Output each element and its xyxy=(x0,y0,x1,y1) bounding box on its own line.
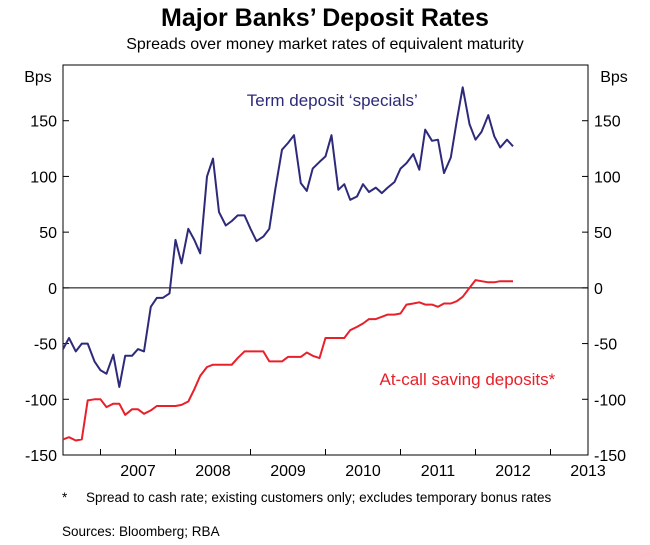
term-deposit-line xyxy=(62,86,514,388)
y-tick-label-right: -150 xyxy=(594,448,626,465)
sources-note: Sources: Bloomberg; RBA xyxy=(62,524,220,539)
x-tick-label: 2012 xyxy=(495,463,531,480)
chart-title: Major Banks’ Deposit Rates xyxy=(161,4,489,32)
series-lines xyxy=(62,86,514,442)
y-unit-label-left: Bps xyxy=(24,69,52,86)
y-tick-label-left: -150 xyxy=(25,448,57,465)
y-tick-label-left: -100 xyxy=(25,392,57,409)
plot-frame xyxy=(62,64,589,456)
y-tick-label-right: -100 xyxy=(594,392,626,409)
y-tick-label-right: 50 xyxy=(594,225,612,242)
y-unit-label-right: Bps xyxy=(600,69,628,86)
x-tick-label: 2011 xyxy=(421,463,456,480)
y-tick-label-right: 100 xyxy=(594,169,621,186)
x-tick-label: 2013 xyxy=(570,463,606,480)
at-call-label: At-call saving deposits* xyxy=(380,370,556,389)
footnote-text: Spread to cash rate; existing customers … xyxy=(86,490,552,505)
at-call-line xyxy=(62,279,513,442)
y-tick-label-left: 50 xyxy=(39,225,57,242)
y-tick-label-left: -50 xyxy=(34,337,57,354)
y-tick-label-left: 100 xyxy=(30,169,57,186)
axes xyxy=(62,64,589,456)
tick-labels: 150 150 100 100 50 50 0 0 -50 -50 -100 -100 -150 -150… xyxy=(24,69,628,480)
x-tick-label: 2008 xyxy=(195,463,231,480)
y-tick-label-left: 0 xyxy=(48,281,57,298)
x-tick-label: 2009 xyxy=(270,463,306,480)
y-tick-label-left: 150 xyxy=(30,114,57,131)
chart-subtitle: Spreads over money market rates of equiv… xyxy=(126,36,524,53)
y-tick-label-right: 150 xyxy=(594,114,621,131)
y-tick-label-right: -50 xyxy=(594,337,617,354)
footnote-mark: * xyxy=(62,490,68,505)
term-deposit-label: Term deposit ‘specials’ xyxy=(247,91,418,110)
series-labels: Term deposit ‘specials’ At-call saving de… xyxy=(247,91,556,389)
x-tick-label: 2010 xyxy=(345,463,381,480)
y-tick-label-right: 0 xyxy=(594,281,603,298)
x-tick-label: 2007 xyxy=(120,463,156,480)
